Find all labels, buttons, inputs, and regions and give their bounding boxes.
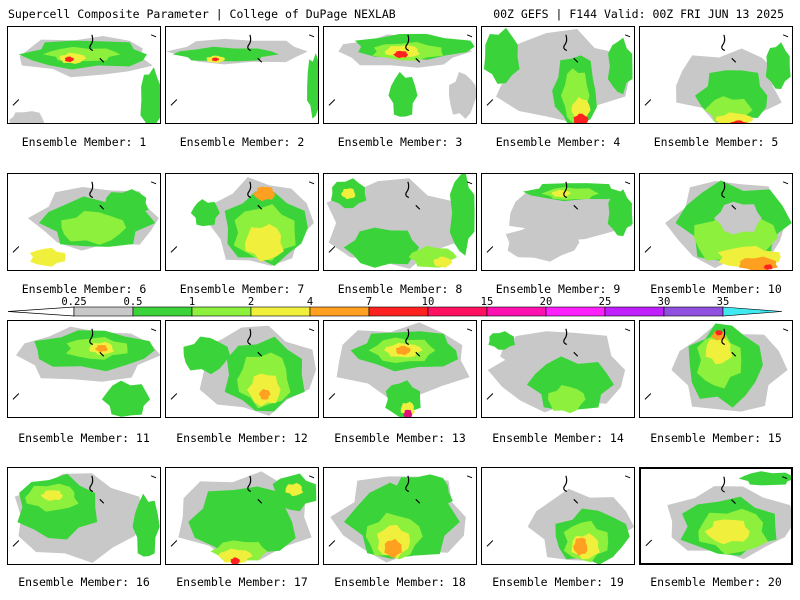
member-map-1[interactable] <box>7 26 161 124</box>
colorbar-tick: 2 <box>247 296 255 308</box>
colorbar-left-arrow <box>8 306 75 317</box>
member-map-15[interactable] <box>639 320 793 418</box>
member-map-18[interactable] <box>323 467 477 565</box>
member-caption-7: Ensemble Member: 7 <box>179 282 305 296</box>
member-caption-9: Ensemble Member: 9 <box>495 282 621 296</box>
member-map-17[interactable] <box>165 467 319 565</box>
member-caption-4: Ensemble Member: 4 <box>495 135 621 149</box>
member-map-8[interactable] <box>323 173 477 271</box>
member-map-4[interactable] <box>481 26 635 124</box>
valid-time-label: 00Z GEFS | F144 Valid: 00Z FRI JUN 13 20… <box>493 7 784 21</box>
colorbar-swatch <box>73 306 134 317</box>
colorbar-tick-labels: 0.25 0.5 1 2 4 7 10 15 20 25 30 35 <box>0 296 800 308</box>
colorbar-right-arrow <box>722 306 783 317</box>
colorbar-swatch <box>191 306 252 317</box>
colorbar-tick: 10 <box>421 296 435 308</box>
colorbar-tick: 1 <box>188 296 196 308</box>
colorbar-swatch <box>132 306 193 317</box>
colorbar-swatch <box>545 306 606 317</box>
member-caption-17: Ensemble Member: 17 <box>176 575 308 589</box>
member-map-10[interactable] <box>639 173 793 271</box>
colorbar-tick: 0.5 <box>123 296 143 308</box>
member-caption-19: Ensemble Member: 19 <box>492 575 624 589</box>
member-caption-8: Ensemble Member: 8 <box>337 282 463 296</box>
colorbar-swatch <box>427 306 488 317</box>
colorbar-swatch <box>309 306 370 317</box>
member-caption-5: Ensemble Member: 5 <box>653 135 779 149</box>
member-caption-14: Ensemble Member: 14 <box>492 431 624 445</box>
member-map-13[interactable] <box>323 320 477 418</box>
colorbar-tick: 4 <box>306 296 314 308</box>
member-map-11[interactable] <box>7 320 161 418</box>
member-caption-18: Ensemble Member: 18 <box>334 575 466 589</box>
member-map-5[interactable] <box>639 26 793 124</box>
member-map-12[interactable] <box>165 320 319 418</box>
colorbar <box>8 306 783 317</box>
member-caption-12: Ensemble Member: 12 <box>176 431 308 445</box>
member-map-19[interactable] <box>481 467 635 565</box>
member-caption-10: Ensemble Member: 10 <box>650 282 782 296</box>
member-caption-2: Ensemble Member: 2 <box>179 135 305 149</box>
member-caption-6: Ensemble Member: 6 <box>21 282 147 296</box>
member-map-9[interactable] <box>481 173 635 271</box>
member-caption-13: Ensemble Member: 13 <box>334 431 466 445</box>
member-caption-3: Ensemble Member: 3 <box>337 135 463 149</box>
colorbar-swatch <box>663 306 724 317</box>
colorbar-tick: 30 <box>657 296 671 308</box>
member-caption-15: Ensemble Member: 15 <box>650 431 782 445</box>
colorbar-tick: 20 <box>539 296 553 308</box>
member-map-6[interactable] <box>7 173 161 271</box>
member-map-16[interactable] <box>7 467 161 565</box>
member-map-14[interactable] <box>481 320 635 418</box>
chart-title: Supercell Composite Parameter | College … <box>8 7 396 21</box>
colorbar-tick: 0.25 <box>61 296 87 308</box>
member-map-3[interactable] <box>323 26 477 124</box>
colorbar-tick: 35 <box>716 296 730 308</box>
colorbar-tick: 25 <box>598 296 612 308</box>
colorbar-tick: 15 <box>480 296 494 308</box>
colorbar-swatch <box>368 306 429 317</box>
colorbar-swatch <box>250 306 311 317</box>
member-map-2[interactable] <box>165 26 319 124</box>
member-map-20[interactable] <box>639 467 793 565</box>
colorbar-tick: 7 <box>365 296 373 308</box>
colorbar-swatch <box>486 306 547 317</box>
member-caption-1: Ensemble Member: 1 <box>21 135 147 149</box>
member-caption-16: Ensemble Member: 16 <box>18 575 150 589</box>
member-caption-20: Ensemble Member: 20 <box>650 575 782 589</box>
member-map-7[interactable] <box>165 173 319 271</box>
colorbar-swatch <box>604 306 665 317</box>
member-caption-11: Ensemble Member: 11 <box>18 431 150 445</box>
